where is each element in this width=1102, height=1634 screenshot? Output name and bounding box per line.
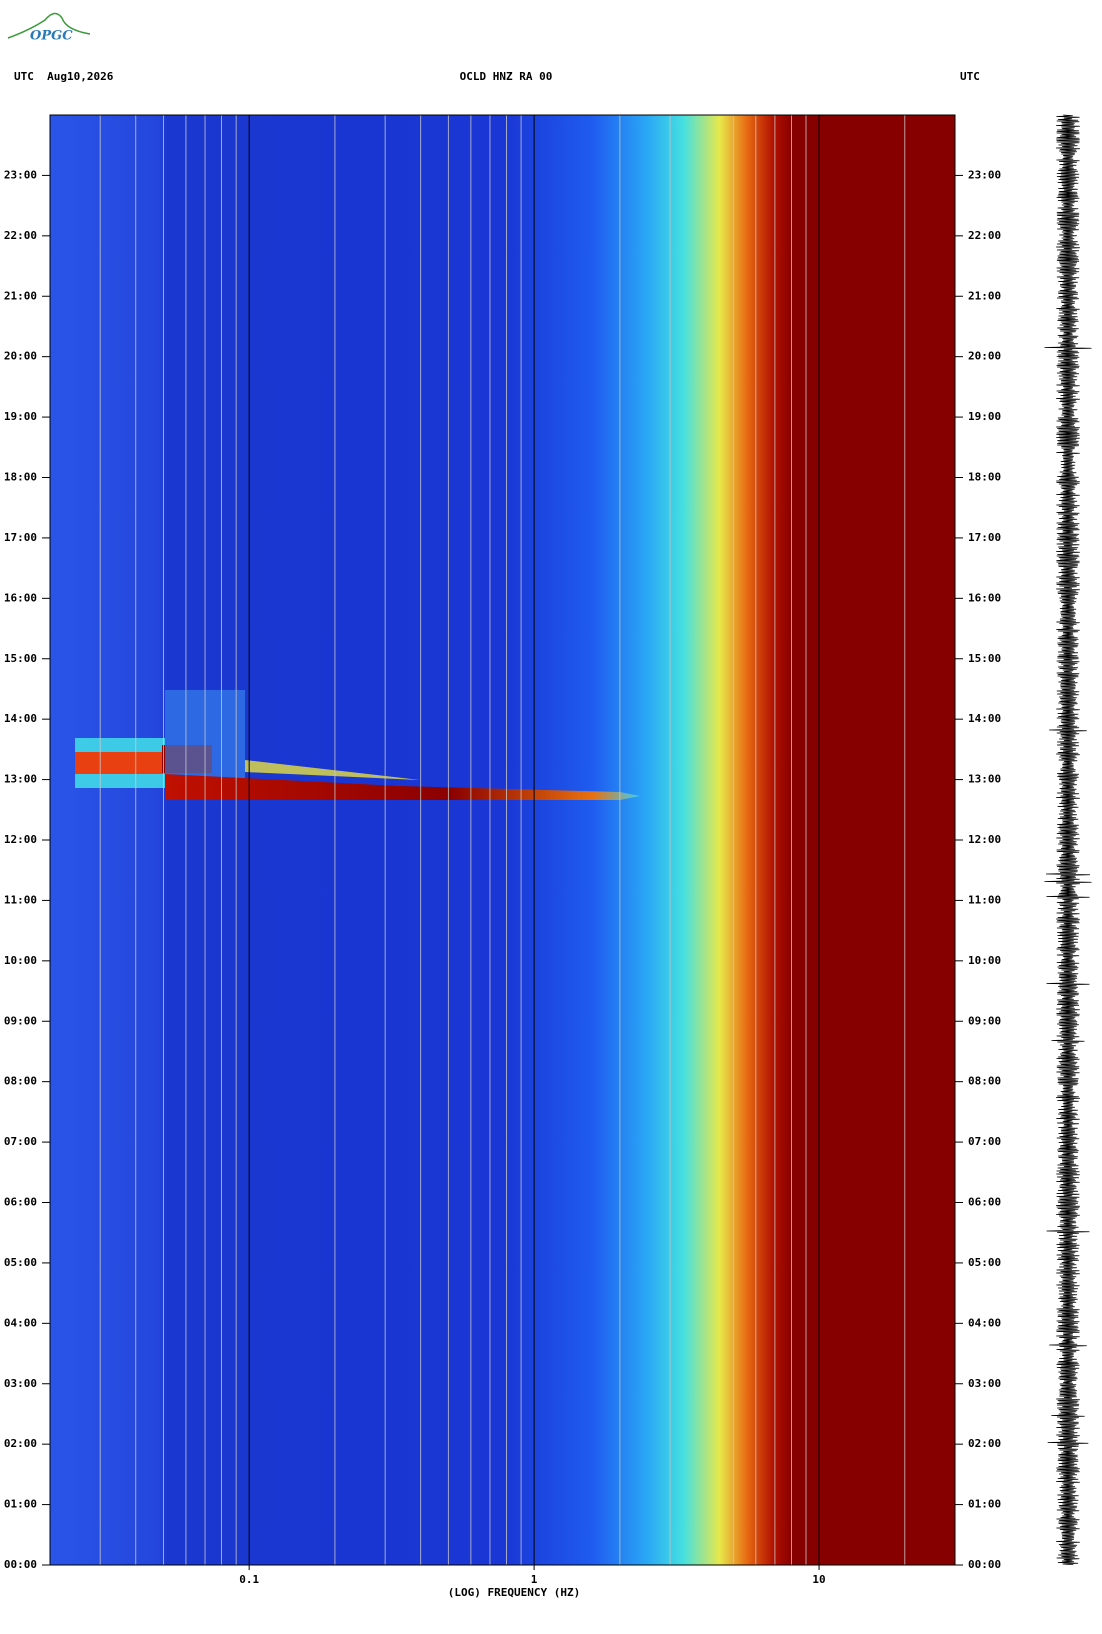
chart-title: OCLD HNZ RA 00 bbox=[460, 70, 553, 83]
y-tick-label: 20:00 bbox=[4, 350, 37, 363]
y-tick-label: 08:00 bbox=[968, 1075, 1001, 1088]
y-tick-label: 21:00 bbox=[968, 289, 1001, 302]
y-tick-label: 21:00 bbox=[4, 289, 37, 302]
y-tick-label: 17:00 bbox=[968, 531, 1001, 544]
y-tick-label: 19:00 bbox=[968, 410, 1001, 423]
y-tick-label: 16:00 bbox=[4, 591, 37, 604]
y-tick-label: 09:00 bbox=[968, 1014, 1001, 1027]
y-tick-label: 12:00 bbox=[968, 833, 1001, 846]
y-tick-label: 15:00 bbox=[968, 652, 1001, 665]
y-tick-label: 04:00 bbox=[968, 1316, 1001, 1329]
plot-frame bbox=[49, 114, 956, 1566]
y-tick-label: 18:00 bbox=[4, 471, 37, 484]
x-tick-label: 1 bbox=[531, 1573, 538, 1586]
y-tick-label: 02:00 bbox=[968, 1437, 1001, 1450]
y-tick-label: 06:00 bbox=[968, 1196, 1001, 1209]
y-tick-label: 22:00 bbox=[968, 229, 1001, 242]
y-tick-label: 13:00 bbox=[968, 773, 1001, 786]
y-tick-label: 10:00 bbox=[968, 954, 1001, 967]
y-tick-label: 22:00 bbox=[4, 229, 37, 242]
y-tick-label: 06:00 bbox=[4, 1196, 37, 1209]
y-tick-label: 08:00 bbox=[4, 1075, 37, 1088]
y-tick-label: 13:00 bbox=[4, 773, 37, 786]
logo-text: OPGC bbox=[30, 29, 73, 44]
y-tick-label: 07:00 bbox=[968, 1135, 1001, 1148]
y-tick-label: 20:00 bbox=[968, 350, 1001, 363]
spectrogram-image bbox=[50, 115, 955, 1565]
y-tick-label: 01:00 bbox=[968, 1498, 1001, 1511]
logo: OPGC bbox=[7, 12, 91, 44]
x-tick-label: 0.1 bbox=[239, 1573, 259, 1586]
y-tick-label: 17:00 bbox=[4, 531, 37, 544]
y-tick-label: 04:00 bbox=[4, 1316, 37, 1329]
y-tick-label: 05:00 bbox=[968, 1256, 1001, 1269]
y-tick-label: 00:00 bbox=[4, 1558, 37, 1571]
x-tick-label: 10 bbox=[812, 1573, 825, 1586]
y-tick-label: 19:00 bbox=[4, 410, 37, 423]
y-tick-label: 05:00 bbox=[4, 1256, 37, 1269]
y-tick-label: 15:00 bbox=[4, 652, 37, 665]
y-tick-label: 11:00 bbox=[4, 893, 37, 906]
y-tick-label: 03:00 bbox=[968, 1377, 1001, 1390]
y-tick-label: 01:00 bbox=[4, 1498, 37, 1511]
seismogram-trace bbox=[1044, 114, 1092, 1566]
y-tick-label: 10:00 bbox=[4, 954, 37, 967]
y-tick-label: 07:00 bbox=[4, 1135, 37, 1148]
y-tick-label: 00:00 bbox=[968, 1558, 1001, 1571]
y-tick-label: 16:00 bbox=[968, 591, 1001, 604]
y-tick-label: 12:00 bbox=[4, 833, 37, 846]
y-tick-label: 23:00 bbox=[968, 168, 1001, 181]
header-right: UTC bbox=[960, 70, 980, 83]
y-tick-label: 23:00 bbox=[4, 168, 37, 181]
y-tick-label: 14:00 bbox=[968, 712, 1001, 725]
y-tick-label: 02:00 bbox=[4, 1437, 37, 1450]
y-tick-label: 03:00 bbox=[4, 1377, 37, 1390]
header-left: UTC Aug10,2026 bbox=[14, 70, 114, 83]
y-tick-label: 09:00 bbox=[4, 1014, 37, 1027]
y-tick-label: 11:00 bbox=[968, 893, 1001, 906]
y-tick-label: 14:00 bbox=[4, 712, 37, 725]
x-axis-label: (LOG) FREQUENCY (HZ) bbox=[448, 1586, 580, 1599]
y-tick-label: 18:00 bbox=[968, 471, 1001, 484]
